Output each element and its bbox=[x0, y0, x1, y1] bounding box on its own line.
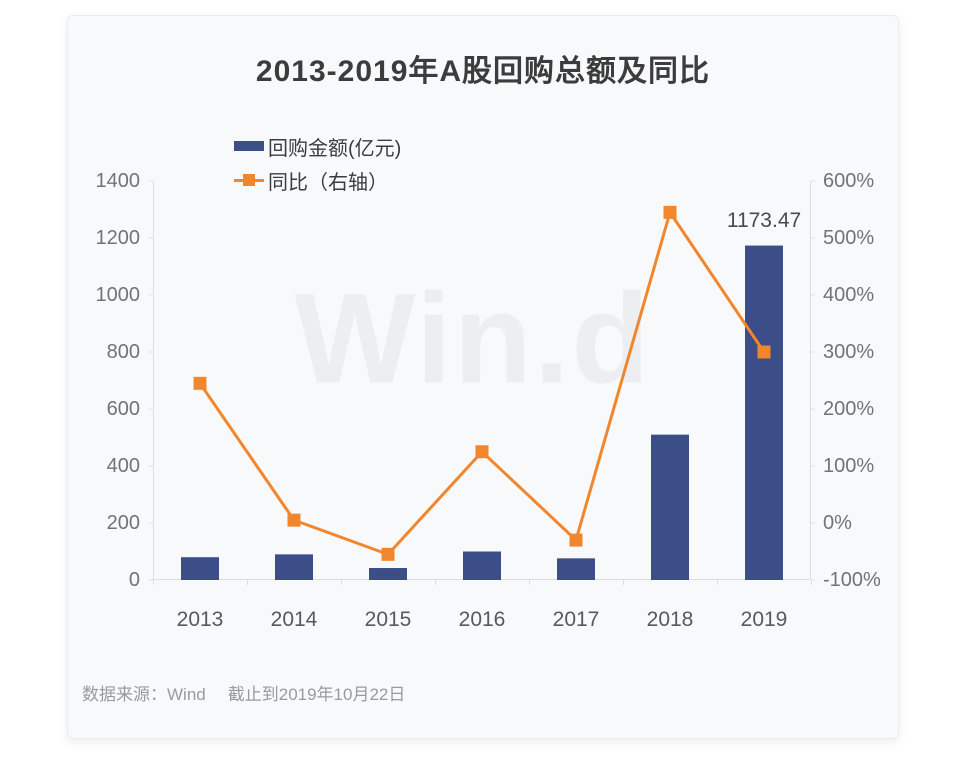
right-axis-label: 500% bbox=[823, 227, 875, 249]
x-axis-label-2019: 2019 bbox=[740, 608, 788, 631]
right-axis-label: 200% bbox=[823, 398, 875, 420]
legend-label-yoy: 同比（右轴） bbox=[268, 171, 388, 194]
chart-card: 2013-2019年A股回购总额及同比 Win.d 回购金额(亿元) 同比（右轴… bbox=[67, 15, 899, 739]
bar-value-label: 1173.47 bbox=[726, 208, 802, 232]
yoy-marker-2019 bbox=[757, 345, 771, 359]
bar-2014 bbox=[275, 554, 313, 580]
right-axis-label: 0% bbox=[823, 512, 852, 534]
right-axis-label: 400% bbox=[823, 284, 875, 306]
yoy-marker-2018 bbox=[663, 205, 677, 219]
right-axis-label: 100% bbox=[823, 455, 875, 477]
left-axis-label: 1200 bbox=[95, 227, 141, 249]
right-axis-label: -100% bbox=[823, 569, 881, 591]
x-axis-label-2016: 2016 bbox=[458, 608, 506, 631]
line-marker-icon bbox=[243, 174, 255, 186]
bar-2018 bbox=[651, 434, 689, 580]
yoy-marker-2017 bbox=[569, 533, 583, 547]
yoy-marker-2013 bbox=[193, 376, 207, 390]
left-axis-label: 1400 bbox=[95, 170, 141, 192]
yoy-marker-2015 bbox=[381, 547, 395, 561]
right-axis-label: 600% bbox=[823, 170, 875, 192]
left-axis-label: 800 bbox=[106, 341, 140, 363]
x-axis-label-2018: 2018 bbox=[646, 608, 694, 631]
left-axis-label: 0 bbox=[128, 569, 140, 591]
legend: 回购金额(亿元) 同比（右轴） bbox=[234, 129, 401, 197]
left-axis-label: 600 bbox=[106, 398, 140, 420]
legend-item-buyback-amount: 回购金额(亿元) bbox=[234, 129, 401, 163]
bar-2016 bbox=[463, 551, 501, 580]
chart-title: 2013-2019年A股回购总额及同比 bbox=[255, 55, 711, 88]
line-series-swatch-icon bbox=[234, 174, 264, 186]
bar-2019 bbox=[745, 245, 783, 581]
yoy-marker-2016 bbox=[475, 445, 489, 459]
yoy-marker-2014 bbox=[287, 513, 301, 527]
bar-2015 bbox=[369, 568, 407, 580]
left-axis-label: 1000 bbox=[95, 284, 141, 306]
x-axis-label-2014: 2014 bbox=[270, 608, 318, 631]
x-axis-label-2013: 2013 bbox=[176, 608, 224, 631]
cutoff-date-text: 截止到2019年10月22日 bbox=[227, 685, 406, 704]
wind-watermark: Win.d bbox=[294, 267, 652, 411]
bar-2013 bbox=[181, 557, 219, 580]
left-axis-label: 200 bbox=[106, 512, 140, 534]
bar-2017 bbox=[557, 558, 595, 580]
legend-item-yoy: 同比（右轴） bbox=[234, 163, 401, 197]
chart-plot-area bbox=[149, 180, 815, 585]
left-axis-label: 400 bbox=[106, 455, 140, 477]
x-axis-label-2015: 2015 bbox=[364, 608, 412, 631]
data-source-note: 数据来源：Wind 截止到2019年10月22日 bbox=[82, 680, 405, 705]
bar-series-swatch-icon bbox=[234, 141, 264, 151]
x-axis-label-2017: 2017 bbox=[552, 608, 600, 631]
legend-label-buyback-amount: 回购金额(亿元) bbox=[268, 137, 402, 160]
right-axis-label: 300% bbox=[823, 341, 875, 363]
source-text: 数据来源：Wind bbox=[82, 685, 206, 704]
